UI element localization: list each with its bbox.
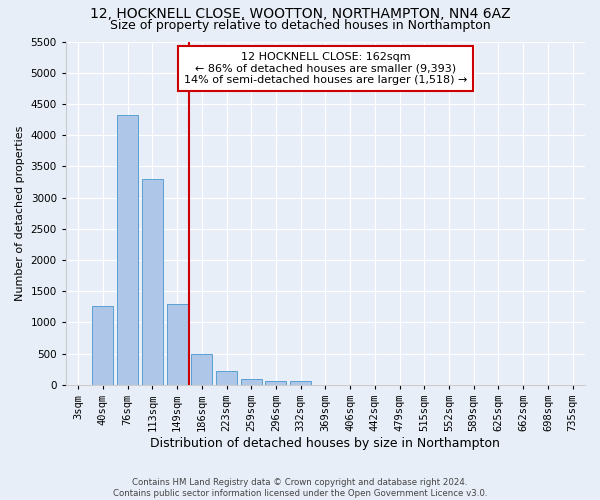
Bar [92,306,113,385]
Text: Size of property relative to detached houses in Northampton: Size of property relative to detached ho… [110,18,490,32]
Bar [167,304,188,385]
Text: Contains HM Land Registry data © Crown copyright and database right 2024.
Contai: Contains HM Land Registry data © Crown c… [113,478,487,498]
Bar [117,114,138,385]
Bar [191,354,212,385]
Text: 12, HOCKNELL CLOSE, WOOTTON, NORTHAMPTON, NN4 6AZ: 12, HOCKNELL CLOSE, WOOTTON, NORTHAMPTON… [89,8,511,22]
Y-axis label: Number of detached properties: Number of detached properties [15,126,25,301]
Bar [142,179,163,385]
X-axis label: Distribution of detached houses by size in Northampton: Distribution of detached houses by size … [151,437,500,450]
Bar [265,381,286,385]
Text: 12 HOCKNELL CLOSE: 162sqm
← 86% of detached houses are smaller (9,393)
14% of se: 12 HOCKNELL CLOSE: 162sqm ← 86% of detac… [184,52,467,85]
Bar [216,372,237,385]
Bar [241,380,262,385]
Bar [290,381,311,385]
